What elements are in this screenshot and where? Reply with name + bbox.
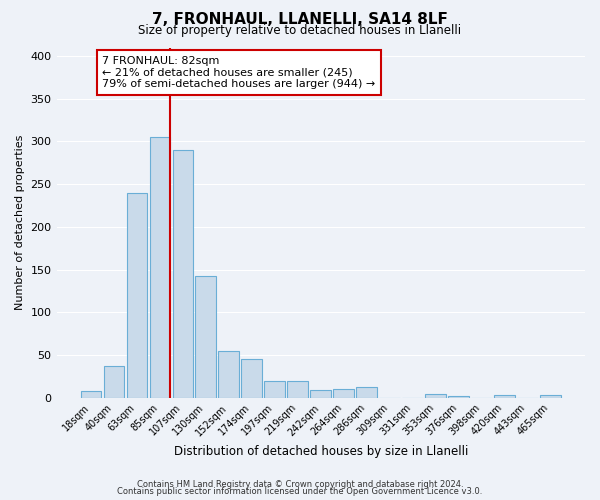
Y-axis label: Number of detached properties: Number of detached properties [15, 135, 25, 310]
Bar [494, 395, 515, 398]
Text: Size of property relative to detached houses in Llanelli: Size of property relative to detached ho… [139, 24, 461, 37]
Bar [448, 396, 469, 398]
Text: Contains HM Land Registry data © Crown copyright and database right 2024.: Contains HM Land Registry data © Crown c… [137, 480, 463, 489]
Bar [218, 351, 239, 398]
Text: Contains public sector information licensed under the Open Government Licence v3: Contains public sector information licen… [118, 487, 482, 496]
Text: 7, FRONHAUL, LLANELLI, SA14 8LF: 7, FRONHAUL, LLANELLI, SA14 8LF [152, 12, 448, 28]
Bar [540, 395, 561, 398]
Bar [425, 394, 446, 398]
Bar [173, 150, 193, 398]
Bar [241, 360, 262, 398]
Text: 7 FRONHAUL: 82sqm
← 21% of detached houses are smaller (245)
79% of semi-detache: 7 FRONHAUL: 82sqm ← 21% of detached hous… [103, 56, 376, 89]
Bar [149, 137, 170, 398]
Bar [334, 389, 354, 398]
Bar [310, 390, 331, 398]
Bar [265, 380, 285, 398]
Bar [356, 386, 377, 398]
Bar [104, 366, 124, 398]
Bar [127, 192, 147, 398]
Bar [80, 391, 101, 398]
Bar [287, 380, 308, 398]
X-axis label: Distribution of detached houses by size in Llanelli: Distribution of detached houses by size … [173, 444, 468, 458]
Bar [196, 276, 216, 398]
